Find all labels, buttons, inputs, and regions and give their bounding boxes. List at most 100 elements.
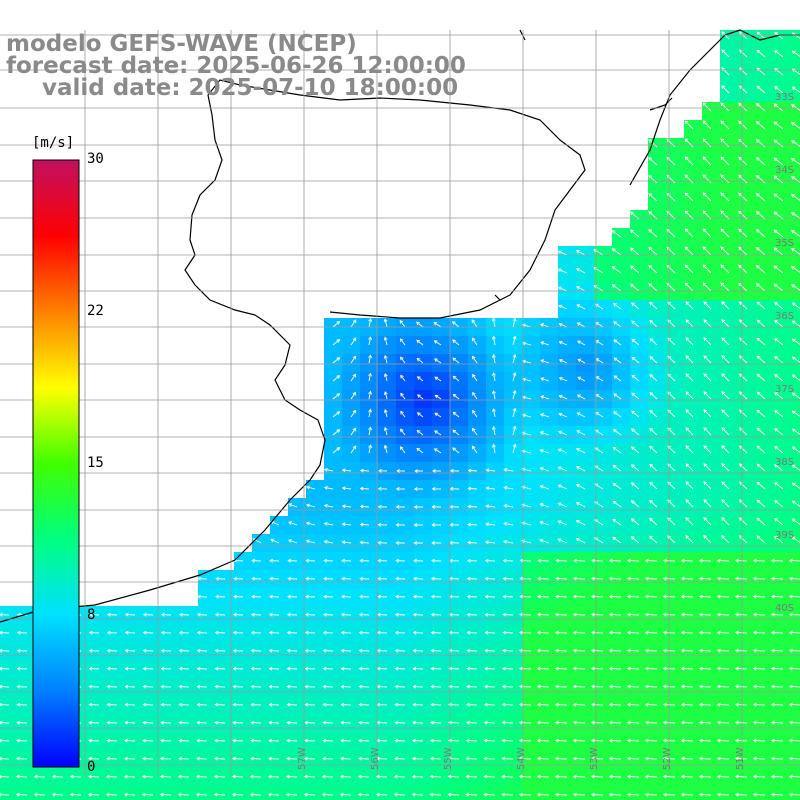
wind-arrow xyxy=(756,157,766,166)
wind-arrow-head xyxy=(449,486,454,491)
wind-speed-cell xyxy=(774,678,793,697)
wind-arrow-head xyxy=(251,558,256,563)
wind-arrow xyxy=(342,523,352,526)
wind-speed-cell xyxy=(396,498,415,517)
wind-arrow-head xyxy=(383,336,388,341)
wind-arrow xyxy=(739,481,748,490)
wind-arrow xyxy=(486,469,496,472)
wind-speed-cell xyxy=(414,750,433,769)
wind-speed-cell xyxy=(468,642,487,661)
wind-arrow-head xyxy=(178,612,183,617)
wind-arrow xyxy=(521,540,532,544)
wind-arrow-head xyxy=(773,211,778,216)
wind-arrow-head xyxy=(755,193,760,197)
wind-speed-cell xyxy=(270,516,289,535)
wind-speed-cell xyxy=(504,444,523,463)
wind-arrow xyxy=(791,158,800,165)
wind-arrow-head xyxy=(539,466,544,471)
wind-arrow xyxy=(645,577,658,580)
wind-arrow-head xyxy=(667,391,672,396)
wind-speed-cell xyxy=(630,228,649,247)
wind-arrow-head xyxy=(630,265,634,270)
wind-arrow xyxy=(703,337,712,346)
wind-speed-cell xyxy=(774,102,793,121)
wind-arrow-head xyxy=(472,355,476,360)
wind-arrow xyxy=(720,120,730,130)
wind-arrow-head xyxy=(501,684,506,689)
wind-speed-cell xyxy=(90,606,109,625)
wind-arrow xyxy=(757,463,766,472)
wind-arrow-head xyxy=(232,756,236,761)
wind-arrow-head xyxy=(590,612,595,617)
wind-arrow-head xyxy=(626,774,631,779)
wind-speed-cell xyxy=(306,588,325,607)
wind-speed-cell xyxy=(486,732,505,751)
wind-arrow xyxy=(358,776,370,778)
wind-speed-cell xyxy=(54,786,73,800)
wind-arrow-head xyxy=(554,774,559,779)
wind-arrow-head xyxy=(703,427,708,431)
wind-arrow-head xyxy=(484,558,489,563)
wind-speed-cell xyxy=(180,660,199,679)
wind-arrow xyxy=(268,776,280,778)
lat-lon-grid xyxy=(0,30,800,775)
wind-arrow-head xyxy=(662,576,667,581)
wind-arrow xyxy=(757,49,766,58)
wind-speed-cell xyxy=(450,714,469,733)
wind-arrow-head xyxy=(716,594,721,599)
wind-speed-cell xyxy=(756,696,775,715)
wind-speed-cell xyxy=(540,552,559,571)
wind-speed-cell xyxy=(180,678,199,697)
wind-arrow-head xyxy=(341,540,346,545)
wind-speed-cell xyxy=(126,732,145,751)
wind-speed-cell xyxy=(774,120,793,139)
wind-arrow xyxy=(738,246,748,256)
wind-speed-cell xyxy=(774,264,793,283)
wind-speed-cell xyxy=(306,732,325,751)
wind-arrow xyxy=(717,721,730,724)
wind-speed-cell xyxy=(72,768,91,787)
wind-arrow-head xyxy=(465,702,470,707)
wind-arrow-head xyxy=(536,630,541,635)
wind-arrow-head xyxy=(484,594,489,599)
wind-arrow-head xyxy=(268,630,273,635)
wind-arrow-head xyxy=(160,630,165,635)
wind-arrow-head xyxy=(774,517,778,522)
wind-arrow-head xyxy=(788,738,793,743)
wind-arrow-head xyxy=(429,738,434,743)
wind-arrow-head xyxy=(0,702,3,707)
wind-speed-cell xyxy=(792,768,800,787)
wind-arrow-head xyxy=(358,648,363,653)
wind-speed-cell xyxy=(576,462,595,481)
wind-arrow-head xyxy=(752,792,757,797)
wind-arrow xyxy=(753,721,766,724)
wind-arrow-head xyxy=(0,684,3,689)
wind-arrow-head xyxy=(575,466,580,470)
wind-arrow xyxy=(717,577,730,580)
wind-arrow-head xyxy=(197,594,201,599)
wind-arrow xyxy=(613,483,622,490)
wind-arrow-head xyxy=(196,684,201,689)
wind-arrow xyxy=(573,685,586,688)
wind-arrow-head xyxy=(649,392,654,396)
wind-arrow xyxy=(555,775,568,778)
wind-speed-cell xyxy=(486,552,505,571)
wind-speed-cell xyxy=(342,606,361,625)
wind-arrow xyxy=(519,739,532,742)
wind-arrow-head xyxy=(0,774,2,779)
wind-speed-cell xyxy=(738,660,757,679)
wind-speed-cell xyxy=(756,750,775,769)
wind-arrow-head xyxy=(756,31,761,36)
wind-arrow-head xyxy=(321,774,326,779)
wind-arrow xyxy=(591,793,604,796)
wind-speed-cell xyxy=(270,660,289,679)
wind-arrow xyxy=(791,122,800,129)
wind-speed-cell xyxy=(378,480,397,499)
wind-arrow xyxy=(467,541,478,544)
wind-arrow-head xyxy=(416,447,421,452)
wind-speed-cell xyxy=(648,642,667,661)
wind-speed-cell xyxy=(774,138,793,157)
wind-arrow xyxy=(537,631,550,634)
wind-arrow-head xyxy=(430,684,435,689)
wind-arrow-head xyxy=(536,720,541,725)
